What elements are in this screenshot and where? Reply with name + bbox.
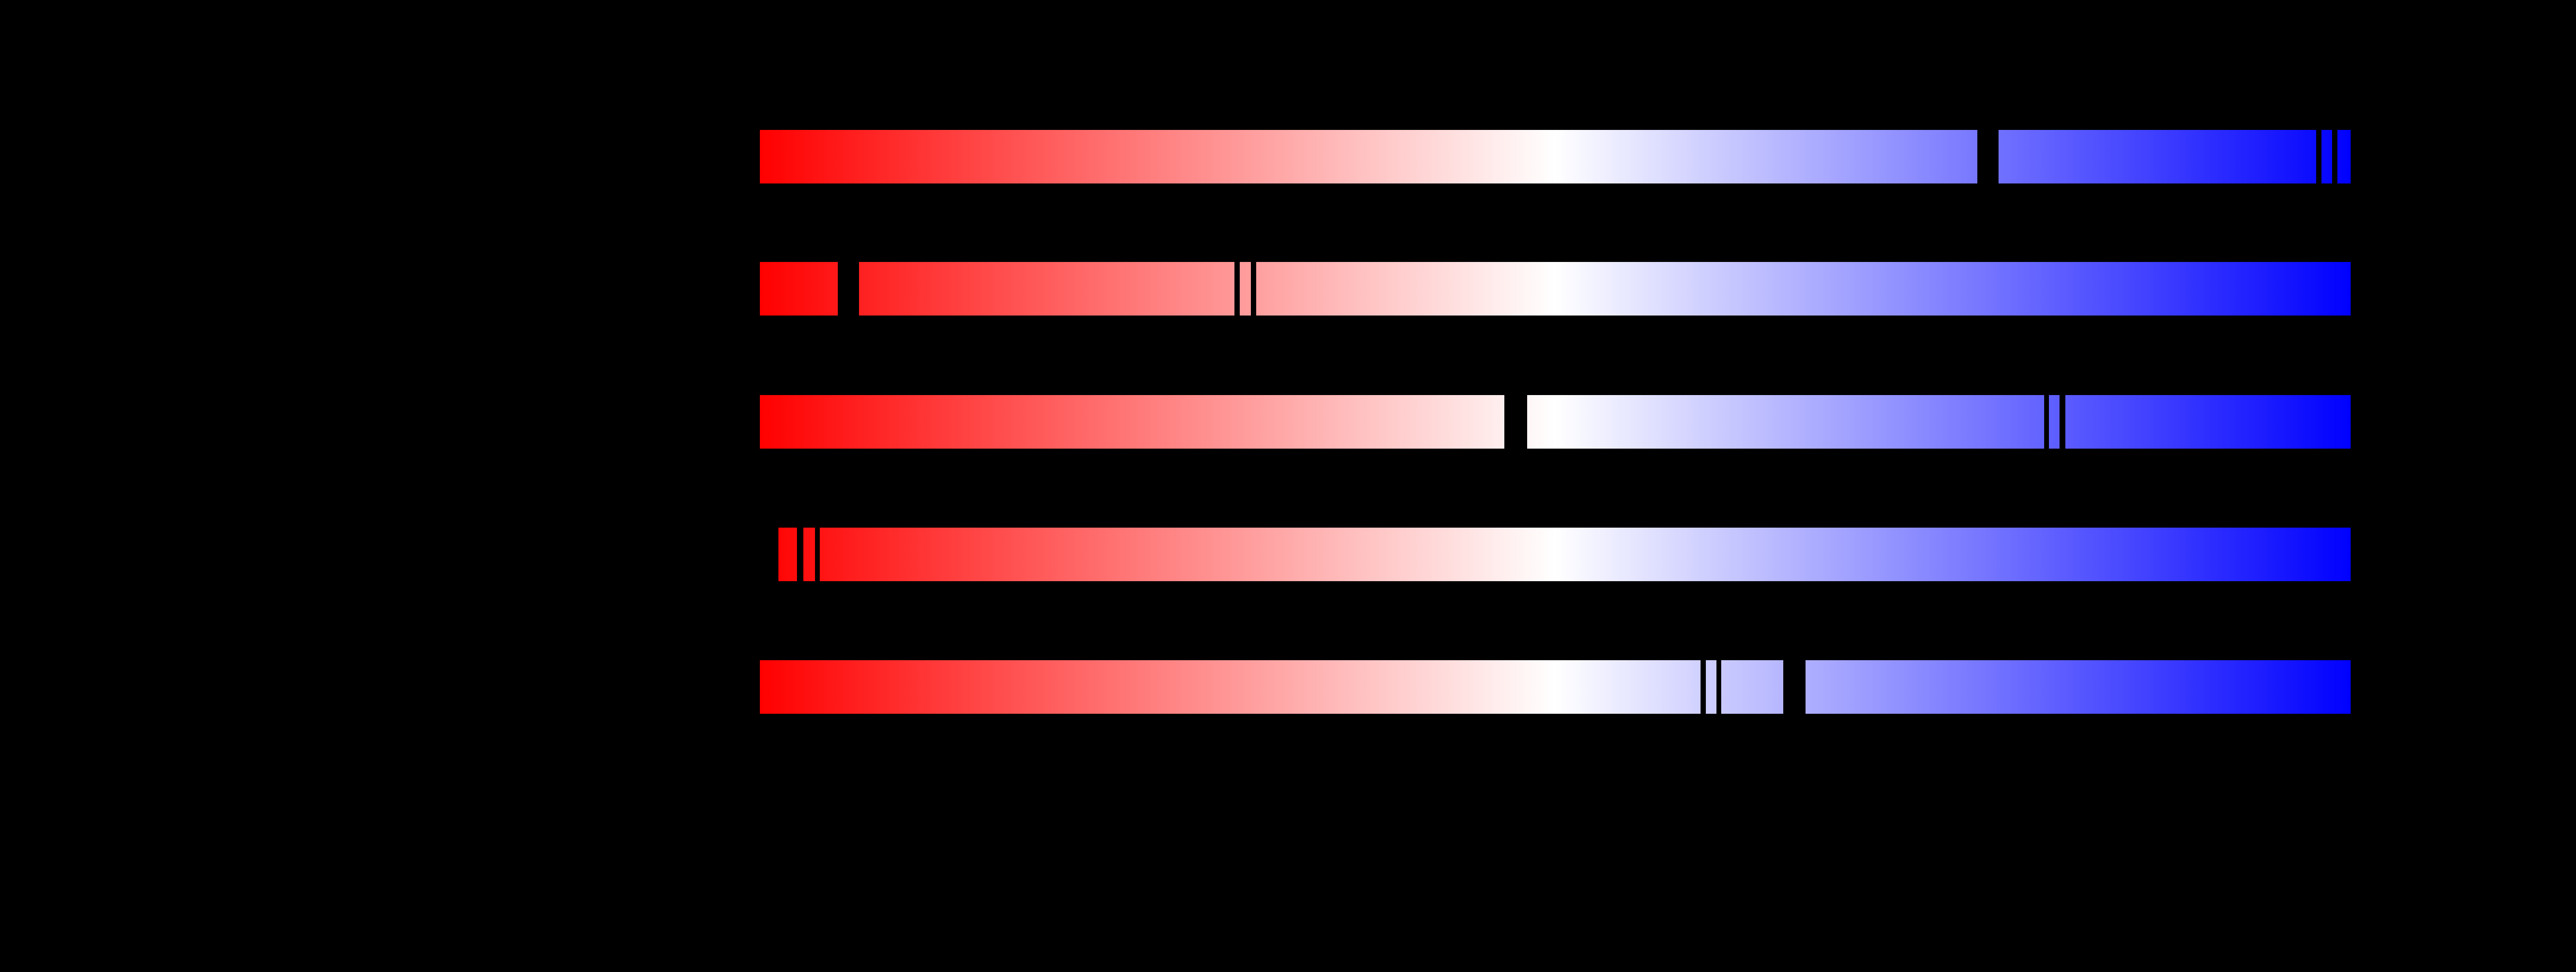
tick-mark [797, 527, 803, 582]
segment-gap-mark [760, 527, 778, 582]
tick-mark [1234, 261, 1240, 316]
tick-mark [1716, 660, 1721, 714]
segment-gap-mark [1783, 660, 1806, 714]
gradient-bar-row-2 [760, 261, 2351, 316]
tick-mark [2044, 395, 2049, 449]
tick-mark [2332, 129, 2337, 184]
tick-mark [1701, 660, 1706, 714]
segment-gap-mark [1504, 395, 1527, 449]
gradient-bar-row-3 [760, 395, 2351, 449]
gradient-bar-row-4 [760, 527, 2351, 582]
segment-gap-mark [838, 261, 859, 316]
gradient-bar-row-1 [760, 129, 2351, 184]
segment-gap-mark [1977, 129, 1999, 184]
gradient-bar-row-5 [760, 660, 2351, 714]
tick-mark [2060, 395, 2065, 449]
tick-mark [1251, 261, 1256, 316]
tick-mark [2316, 129, 2321, 184]
tick-mark [815, 527, 820, 582]
